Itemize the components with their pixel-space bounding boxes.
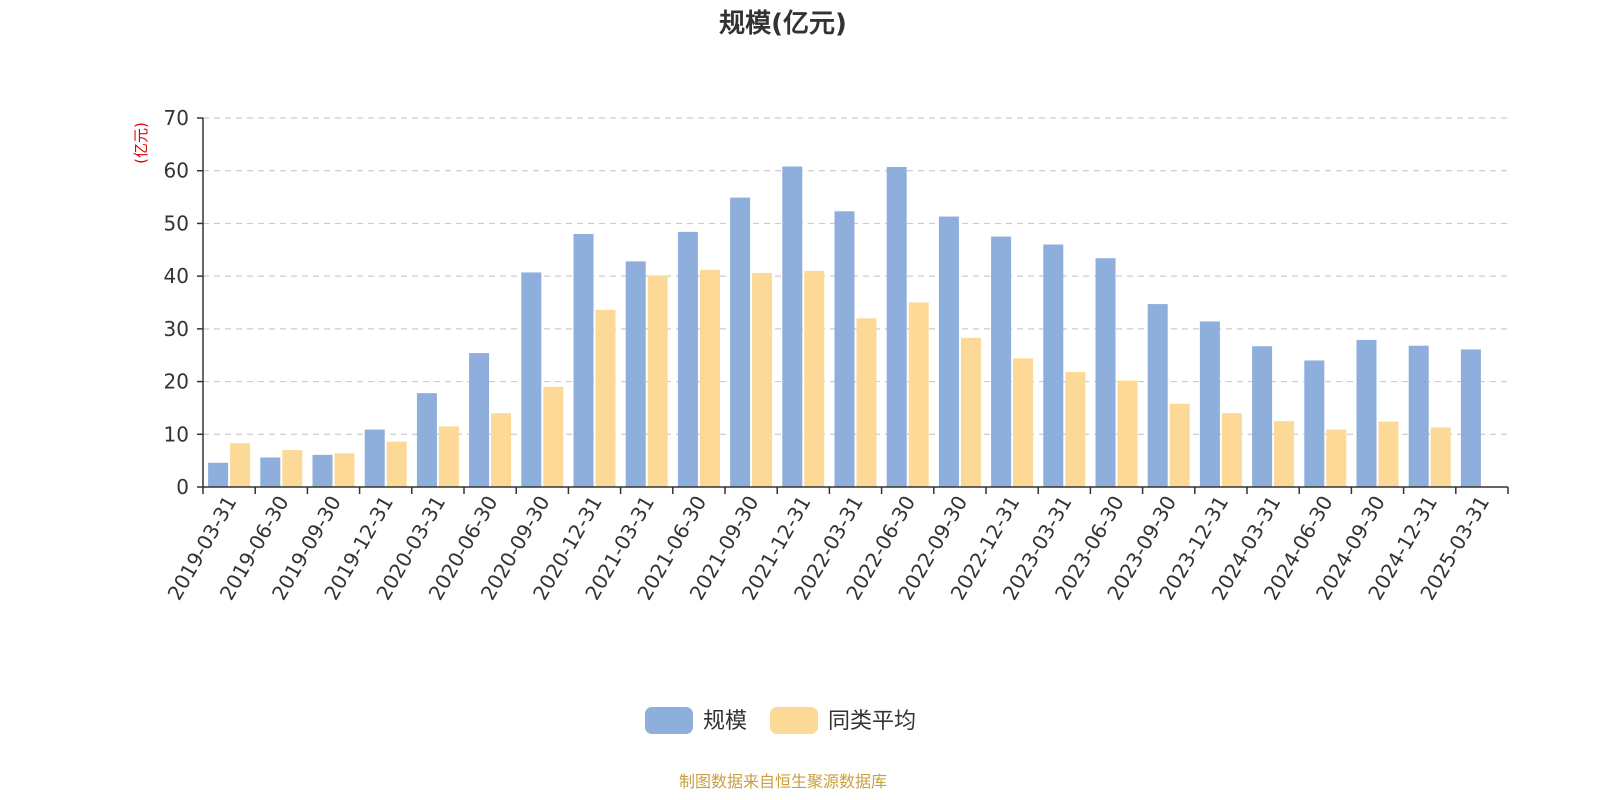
bar-peer-average[interactable] [856, 318, 877, 487]
bar-peer-average[interactable] [1221, 413, 1242, 487]
bar-scale[interactable] [886, 167, 907, 487]
legend-swatch [770, 707, 818, 734]
bar-peer-average[interactable] [1065, 372, 1086, 487]
gridlines [203, 117, 1508, 435]
bar-peer-average[interactable] [699, 269, 720, 487]
bar-scale[interactable] [469, 353, 490, 487]
bar-peer-average[interactable] [1013, 358, 1034, 487]
y-tick-label: 30 [164, 317, 189, 341]
y-tick-label: 10 [164, 422, 189, 446]
y-tick-label: 50 [164, 211, 189, 235]
legend-item-peer-average[interactable]: 同类平均 [770, 707, 916, 734]
bar-peer-average[interactable] [334, 453, 355, 487]
bars [208, 166, 1481, 488]
bar-peer-average[interactable] [1378, 421, 1399, 487]
bar-peer-average[interactable] [282, 450, 303, 487]
bar-peer-average[interactable] [543, 386, 564, 487]
bar-peer-average[interactable] [491, 413, 512, 487]
bar-peer-average[interactable] [908, 302, 929, 488]
bar-peer-average[interactable] [1117, 380, 1138, 487]
bar-scale[interactable] [1095, 258, 1116, 487]
y-tick-label: 70 [164, 106, 189, 130]
bar-peer-average[interactable] [1274, 421, 1295, 487]
bar-peer-average[interactable] [752, 272, 773, 487]
bar-peer-average[interactable] [804, 270, 825, 487]
bar-scale[interactable] [260, 457, 281, 487]
bar-scale[interactable] [991, 236, 1012, 487]
bar-scale[interactable] [1199, 321, 1220, 487]
bar-peer-average[interactable] [960, 337, 981, 487]
y-tick-label: 40 [164, 264, 189, 288]
bar-peer-average[interactable] [1169, 403, 1190, 487]
y-tick-label: 60 [164, 159, 189, 183]
bar-scale[interactable] [782, 166, 803, 488]
data-source-note: 制图数据来自恒生聚源数据库 [679, 772, 887, 791]
y-tick-label: 20 [164, 370, 189, 394]
legend-label: 同类平均 [828, 709, 916, 734]
bar-peer-average[interactable] [595, 309, 616, 487]
bar-scale[interactable] [1460, 349, 1481, 487]
bar-scale[interactable] [1043, 244, 1064, 487]
chart-title: 规模(亿元) [719, 9, 847, 39]
bar-peer-average[interactable] [1326, 429, 1347, 487]
legend-swatch [645, 707, 693, 734]
bar-scale[interactable] [416, 393, 437, 487]
legend-item-scale[interactable]: 规模 [645, 707, 747, 734]
bar-scale[interactable] [730, 197, 751, 487]
bar-peer-average[interactable] [1430, 427, 1451, 487]
bar-peer-average[interactable] [438, 426, 459, 487]
bar-scale[interactable] [521, 272, 542, 487]
bar-scale[interactable] [312, 454, 333, 487]
bar-peer-average[interactable] [230, 443, 251, 487]
bar-scale[interactable] [1304, 360, 1325, 487]
bar-scale[interactable] [364, 429, 385, 487]
bar-scale[interactable] [1147, 304, 1168, 487]
bar-scale[interactable] [208, 462, 229, 487]
bar-scale[interactable] [625, 261, 646, 487]
legend-label: 规模 [703, 709, 747, 734]
bar-scale[interactable] [938, 216, 959, 487]
y-axis-unit-label: (亿元) [132, 122, 150, 164]
bar-scale[interactable] [1356, 339, 1377, 487]
bar-scale[interactable] [834, 211, 855, 487]
bar-scale[interactable] [573, 233, 594, 487]
legend[interactable]: 规模 同类平均 [645, 707, 916, 734]
y-tick-label: 0 [176, 475, 189, 499]
bar-peer-average[interactable] [647, 275, 668, 487]
bar-peer-average[interactable] [386, 441, 407, 487]
bar-scale[interactable] [677, 231, 698, 487]
bar-scale[interactable] [1252, 346, 1273, 487]
bar-scale[interactable] [1408, 345, 1429, 487]
